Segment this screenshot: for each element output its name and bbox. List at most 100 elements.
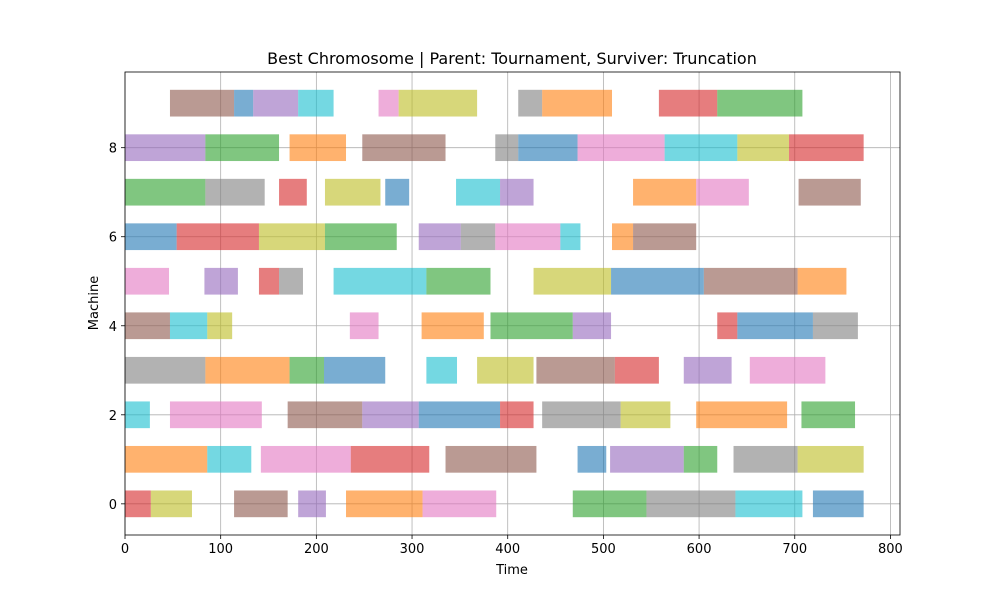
task-bar	[204, 267, 238, 295]
task-bar	[398, 89, 478, 117]
task-bar	[577, 134, 665, 162]
task-bar	[812, 312, 858, 340]
task-bar	[207, 445, 252, 473]
task-bar	[125, 267, 170, 295]
task-bar	[298, 490, 326, 518]
task-bar	[362, 401, 419, 429]
task-bar	[500, 401, 534, 429]
task-bar	[460, 223, 496, 251]
y-axis-ticks: 0 2 4 6 8	[109, 142, 125, 513]
task-bar	[717, 89, 803, 117]
task-bar	[812, 490, 864, 518]
task-bar	[169, 312, 208, 340]
task-bar	[418, 223, 461, 251]
task-bar	[169, 401, 262, 429]
y-tick-label: 4	[109, 320, 117, 335]
task-bar	[234, 490, 288, 518]
task-bar	[125, 401, 150, 429]
task-bar	[324, 356, 386, 384]
x-tick-label: 200	[304, 542, 329, 557]
task-bar	[683, 356, 732, 384]
task-bar	[176, 223, 259, 251]
task-bar	[658, 89, 718, 117]
task-bar	[253, 89, 299, 117]
task-bar	[789, 134, 864, 162]
task-bar	[258, 267, 280, 295]
plot-frame	[124, 71, 901, 536]
x-axis-label: Time	[495, 563, 528, 578]
task-bar	[456, 178, 501, 206]
task-bar	[445, 445, 537, 473]
task-bar	[205, 178, 265, 206]
y-tick-label: 8	[109, 142, 117, 157]
task-bar	[260, 445, 351, 473]
task-bar	[633, 178, 697, 206]
y-tick-label: 6	[109, 231, 117, 246]
task-bar	[542, 89, 613, 117]
task-bar	[797, 445, 864, 473]
task-bar	[801, 401, 856, 429]
task-bar	[646, 490, 736, 518]
x-tick-label: 600	[687, 542, 712, 557]
x-tick-label: 400	[495, 542, 520, 557]
task-bar	[279, 267, 303, 295]
task-bar	[125, 356, 206, 384]
task-bar	[418, 401, 501, 429]
task-bar	[664, 134, 738, 162]
task-bar	[717, 312, 738, 340]
task-bar	[696, 401, 788, 429]
task-bar	[735, 490, 803, 518]
task-bar	[205, 356, 290, 384]
task-bar	[612, 223, 634, 251]
task-bar	[287, 401, 363, 429]
task-bar	[324, 223, 397, 251]
x-axis-ticks: 0 100 200 300 400 500 600 700 800	[121, 535, 903, 557]
task-bar	[150, 490, 192, 518]
task-bar	[289, 134, 347, 162]
task-bar	[495, 223, 561, 251]
task-bar	[346, 490, 423, 518]
task-bar	[797, 267, 847, 295]
x-tick-label: 300	[400, 542, 425, 557]
task-bar	[362, 134, 446, 162]
x-tick-label: 800	[878, 542, 903, 557]
task-bar	[378, 89, 399, 117]
task-bar	[495, 134, 519, 162]
task-bar	[683, 445, 718, 473]
task-bar	[572, 312, 612, 340]
task-bar	[518, 134, 578, 162]
task-bar	[333, 267, 427, 295]
task-bar	[207, 312, 233, 340]
task-bar	[620, 401, 671, 429]
task-bar	[385, 178, 410, 206]
task-bar	[234, 89, 254, 117]
task-bar	[572, 490, 647, 518]
task-bar	[422, 490, 497, 518]
task-bar	[125, 223, 177, 251]
task-bar	[324, 178, 381, 206]
task-bar	[737, 134, 790, 162]
x-tick-label: 700	[782, 542, 807, 557]
x-tick-label: 100	[208, 542, 233, 557]
task-bar	[350, 445, 430, 473]
task-bar	[798, 178, 861, 206]
task-bar	[633, 223, 697, 251]
task-bar	[426, 267, 491, 295]
task-bar	[703, 267, 798, 295]
task-bar	[125, 490, 151, 518]
chart-title: Best Chromosome | Parent: Tournament, Su…	[267, 49, 757, 68]
task-bars	[125, 89, 864, 518]
task-bar	[125, 134, 206, 162]
task-bar	[125, 445, 208, 473]
x-tick-label: 500	[591, 542, 616, 557]
task-bar	[733, 445, 798, 473]
task-bar	[536, 356, 615, 384]
task-bar	[169, 89, 235, 117]
task-bar	[125, 178, 206, 206]
y-tick-label: 2	[109, 409, 117, 424]
task-bar	[542, 401, 621, 429]
task-bar	[349, 312, 379, 340]
task-bar	[426, 356, 458, 384]
y-axis-label: Machine	[87, 276, 102, 330]
